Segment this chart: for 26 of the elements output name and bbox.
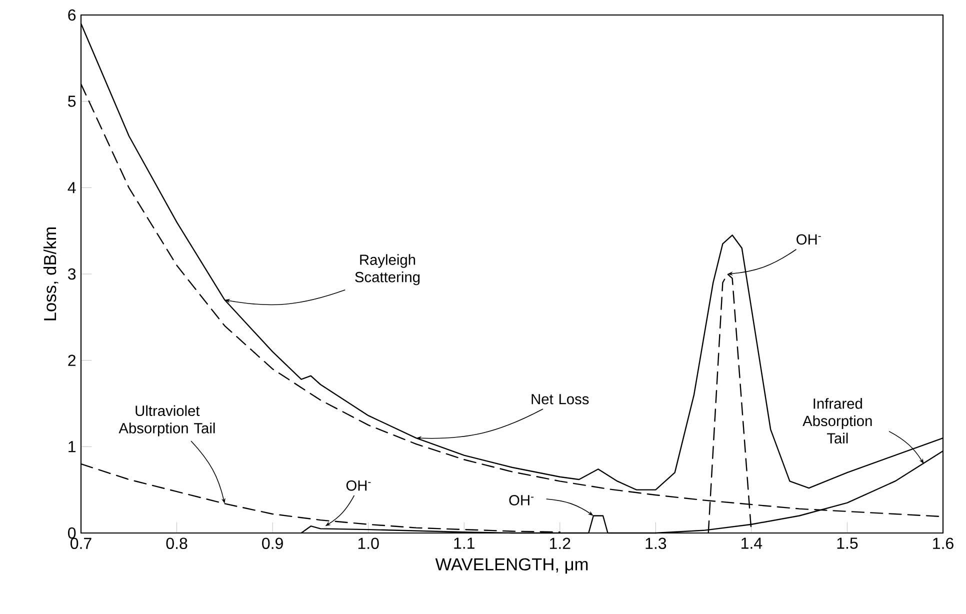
x-tick-label: 1.0 (358, 538, 379, 550)
annotation: OH$^{-}$ (346, 480, 371, 491)
y-tick-label: 0 (68, 527, 76, 539)
x-tick-label: 0.7 (70, 538, 92, 550)
annotation: Rayleigh Scattering (355, 254, 420, 286)
annotation: OH$^{-}$ (509, 495, 534, 506)
x-tick-label: 1.2 (550, 538, 570, 549)
y-axis-title: Loss, dB/km (43, 227, 58, 320)
y-tick-label: 6 (68, 9, 76, 21)
annotation: Infrared Absorption Tail (802, 398, 872, 444)
x-tick-label: 0.8 (166, 538, 188, 550)
x-tick-label: 1.4 (742, 538, 762, 549)
x-tick-label: 1.5 (837, 538, 858, 549)
annotation: Net Loss (532, 394, 589, 404)
x-tick-label: 1.3 (646, 538, 666, 550)
y-tick-label: 5 (68, 96, 76, 107)
x-tick-label: 1.6 (933, 538, 954, 550)
y-tick-label: 1 (68, 441, 76, 452)
x-tick-label: 1.1 (454, 538, 474, 549)
y-tick-label: 3 (68, 268, 76, 280)
annotation: Ultraviolet Absorption Tail (118, 405, 215, 436)
x-axis-title: WAVELENGTH, μm (435, 558, 588, 574)
y-tick-label: 2 (68, 354, 76, 366)
y-tick-label: 4 (68, 182, 76, 194)
annotation: OH$^{-}$ (796, 234, 821, 245)
x-tick-label: 0.9 (262, 538, 283, 550)
